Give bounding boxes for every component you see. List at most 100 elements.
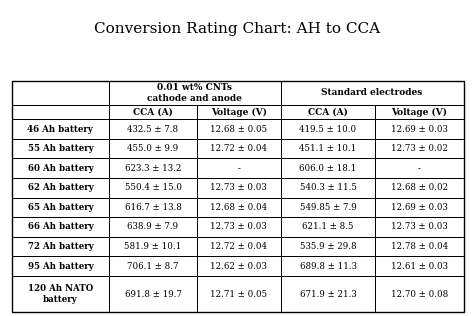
Text: CCA (A): CCA (A): [133, 107, 173, 117]
Text: -: -: [418, 164, 421, 173]
Bar: [12, 105, 109, 119]
Bar: [109, 276, 197, 312]
Text: 621.1 ± 8.5: 621.1 ± 8.5: [302, 222, 354, 232]
Text: 12.78 ± 0.04: 12.78 ± 0.04: [391, 242, 448, 251]
Bar: [281, 139, 375, 158]
Bar: [109, 105, 197, 119]
Text: 12.73 ± 0.03: 12.73 ± 0.03: [391, 222, 448, 232]
Bar: [281, 237, 375, 256]
Text: 689.8 ± 11.3: 689.8 ± 11.3: [300, 262, 356, 271]
Bar: [12, 139, 109, 158]
Bar: [281, 119, 375, 139]
Text: 12.62 ± 0.03: 12.62 ± 0.03: [210, 262, 267, 271]
Bar: [109, 81, 281, 105]
Text: Standard electrodes: Standard electrodes: [321, 88, 423, 97]
Text: 671.9 ± 21.3: 671.9 ± 21.3: [300, 289, 356, 299]
Text: 638.9 ± 7.9: 638.9 ± 7.9: [128, 222, 179, 232]
Bar: [197, 217, 281, 237]
Text: 12.73 ± 0.03: 12.73 ± 0.03: [210, 183, 267, 192]
Bar: [281, 81, 464, 105]
Bar: [375, 178, 464, 198]
Bar: [197, 276, 281, 312]
Text: 12.61 ± 0.03: 12.61 ± 0.03: [391, 262, 448, 271]
Bar: [109, 158, 197, 178]
Text: 12.70 ± 0.08: 12.70 ± 0.08: [391, 289, 448, 299]
Bar: [375, 158, 464, 178]
Bar: [197, 119, 281, 139]
Bar: [375, 256, 464, 276]
Text: 535.9 ± 29.8: 535.9 ± 29.8: [300, 242, 356, 251]
Bar: [197, 178, 281, 198]
Text: Voltage (V): Voltage (V): [211, 107, 267, 117]
Text: Conversion Rating Chart: AH to CCA: Conversion Rating Chart: AH to CCA: [94, 22, 380, 36]
Bar: [281, 198, 375, 217]
Bar: [375, 119, 464, 139]
Text: 62 Ah battery: 62 Ah battery: [27, 183, 93, 192]
Bar: [109, 237, 197, 256]
Text: 455.0 ± 9.9: 455.0 ± 9.9: [128, 144, 179, 153]
Text: 549.85 ± 7.9: 549.85 ± 7.9: [300, 203, 356, 212]
Text: 616.7 ± 13.8: 616.7 ± 13.8: [125, 203, 182, 212]
Text: 12.73 ± 0.03: 12.73 ± 0.03: [210, 222, 267, 232]
Bar: [197, 158, 281, 178]
Bar: [281, 178, 375, 198]
Text: 12.72 ± 0.04: 12.72 ± 0.04: [210, 242, 267, 251]
Bar: [12, 256, 109, 276]
Text: 0.01 wt% CNTs
cathode and anode: 0.01 wt% CNTs cathode and anode: [147, 83, 242, 103]
Bar: [375, 276, 464, 312]
Bar: [12, 178, 109, 198]
Text: -: -: [237, 164, 240, 173]
Bar: [197, 256, 281, 276]
Bar: [12, 81, 109, 119]
Bar: [109, 198, 197, 217]
Bar: [12, 119, 109, 139]
Bar: [375, 217, 464, 237]
Text: CCA (A): CCA (A): [308, 107, 348, 117]
Text: 419.5 ± 10.0: 419.5 ± 10.0: [300, 125, 356, 134]
Bar: [109, 217, 197, 237]
Bar: [375, 139, 464, 158]
Text: 432.5 ± 7.8: 432.5 ± 7.8: [128, 125, 179, 134]
Bar: [281, 276, 375, 312]
Text: 12.72 ± 0.04: 12.72 ± 0.04: [210, 144, 267, 153]
Bar: [12, 198, 109, 217]
Bar: [109, 139, 197, 158]
Text: 12.68 ± 0.02: 12.68 ± 0.02: [391, 183, 448, 192]
Text: 623.3 ± 13.2: 623.3 ± 13.2: [125, 164, 181, 173]
Bar: [375, 198, 464, 217]
Text: 55 Ah battery: 55 Ah battery: [27, 144, 93, 153]
Bar: [375, 237, 464, 256]
Bar: [197, 105, 281, 119]
Bar: [109, 119, 197, 139]
Text: 12.69 ± 0.03: 12.69 ± 0.03: [391, 203, 448, 212]
Bar: [197, 198, 281, 217]
Text: 12.71 ± 0.05: 12.71 ± 0.05: [210, 289, 267, 299]
Text: 706.1 ± 8.7: 706.1 ± 8.7: [127, 262, 179, 271]
Text: 691.8 ± 19.7: 691.8 ± 19.7: [125, 289, 182, 299]
Text: 120 Ah NATO
battery: 120 Ah NATO battery: [28, 284, 93, 304]
Bar: [281, 105, 375, 119]
Bar: [109, 178, 197, 198]
Bar: [12, 158, 109, 178]
Text: 12.68 ± 0.04: 12.68 ± 0.04: [210, 203, 267, 212]
Text: 606.0 ± 18.1: 606.0 ± 18.1: [300, 164, 356, 173]
Text: 60 Ah battery: 60 Ah battery: [27, 164, 93, 173]
Text: 581.9 ± 10.1: 581.9 ± 10.1: [124, 242, 182, 251]
Text: 12.69 ± 0.03: 12.69 ± 0.03: [391, 125, 448, 134]
Text: 12.73 ± 0.02: 12.73 ± 0.02: [391, 144, 448, 153]
Bar: [281, 217, 375, 237]
Text: 550.4 ± 15.0: 550.4 ± 15.0: [125, 183, 182, 192]
Text: 65 Ah battery: 65 Ah battery: [27, 203, 93, 212]
Bar: [109, 256, 197, 276]
Bar: [281, 158, 375, 178]
Bar: [281, 256, 375, 276]
Bar: [12, 276, 109, 312]
Text: 451.1 ± 10.1: 451.1 ± 10.1: [300, 144, 356, 153]
Bar: [12, 217, 109, 237]
Text: 12.68 ± 0.05: 12.68 ± 0.05: [210, 125, 267, 134]
Bar: [375, 105, 464, 119]
Text: 95 Ah battery: 95 Ah battery: [27, 262, 93, 271]
Text: 46 Ah battery: 46 Ah battery: [27, 125, 93, 134]
Text: Voltage (V): Voltage (V): [392, 107, 447, 117]
Bar: [197, 139, 281, 158]
